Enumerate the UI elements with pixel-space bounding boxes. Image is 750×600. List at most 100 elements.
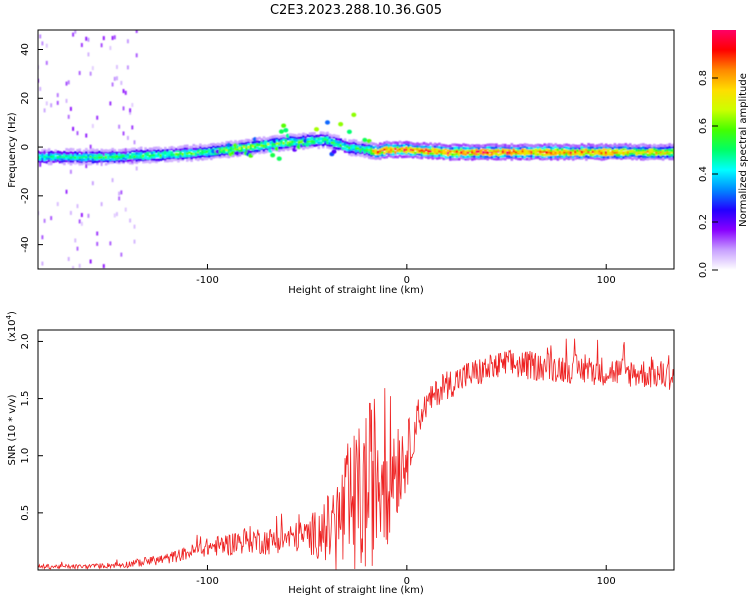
spectrogram-cell	[565, 152, 568, 156]
spectrogram-cell	[310, 136, 314, 140]
spectrogram-cell	[569, 156, 573, 160]
spectrogram-cell	[78, 153, 82, 157]
spectrogram-cell	[69, 210, 72, 215]
spectrogram-cell	[78, 263, 81, 268]
spectrogram-cell	[205, 150, 209, 154]
spectrogram-cell	[495, 148, 498, 151]
spectrogram-cell	[512, 156, 516, 159]
spectrogram-cell	[214, 152, 218, 155]
spectrogram-cell	[133, 140, 136, 145]
spectrogram-cell	[372, 152, 375, 156]
spectrogram-cell	[585, 144, 588, 148]
spectrogram-cell	[264, 147, 268, 150]
spectrogram-cell	[359, 154, 362, 157]
spectrogram-cell	[626, 144, 630, 148]
spectrogram-cell	[644, 152, 647, 155]
spectrogram-cell	[602, 150, 606, 154]
spectrogram-cell	[150, 157, 154, 161]
spectrogram-cell	[580, 153, 584, 157]
spectrogram-cell	[218, 153, 222, 157]
spectrogram-cell	[659, 150, 663, 154]
spectrogram-cell	[234, 147, 237, 151]
spectrogram-cell	[664, 149, 667, 153]
spectrogram-cell	[365, 142, 369, 145]
spectrogram-cell	[225, 150, 229, 154]
spectrogram-cell	[405, 151, 408, 154]
spectrogram-cell	[286, 141, 290, 145]
spectrogram-cell	[633, 150, 636, 154]
spectrogram-cell	[569, 153, 573, 157]
spectrogram-cell	[411, 155, 415, 159]
spectrogram-cell	[642, 155, 645, 159]
spectrogram-cell	[76, 131, 79, 136]
spectrogram-cell	[96, 241, 99, 246]
spectrogram-cell	[490, 146, 494, 150]
spectrogram-cell	[648, 145, 652, 149]
spectrogram-cell	[462, 149, 465, 152]
spectrogram-cell	[429, 152, 432, 155]
spectrogram-cell	[282, 148, 286, 152]
spectrogram-cell	[574, 150, 577, 154]
spectrogram-cell	[98, 153, 101, 157]
spectrogram-cell	[646, 149, 650, 153]
spectrogram-cell	[637, 144, 641, 147]
spectrogram-cell	[644, 146, 647, 150]
spectrogram-cell	[166, 156, 169, 160]
spectrogram-cell	[422, 141, 426, 145]
spectrogram-cell	[359, 141, 362, 145]
spectrogram-cell	[137, 147, 141, 151]
spectrogram-cell	[236, 141, 239, 144]
spectrogram-cell	[203, 149, 207, 153]
spectrogram-cell	[427, 156, 430, 160]
spectrogram-cell	[262, 144, 266, 148]
spectrogram-cell	[549, 157, 553, 161]
spectrogram-cell	[613, 149, 617, 153]
spectrogram-cell	[350, 144, 354, 148]
spectrogram-cell	[464, 143, 468, 147]
spectrogram-cell	[361, 143, 364, 147]
spectrogram-cell	[225, 141, 229, 144]
spectrogram-cell	[142, 154, 145, 158]
spectrogram-cell	[190, 159, 193, 162]
spectrogram-cell	[96, 160, 99, 164]
spectrogram-cell	[464, 152, 468, 156]
spectrogram-cell	[530, 148, 533, 152]
spectrogram-cell	[227, 141, 231, 145]
spectrogram-cell	[201, 157, 204, 161]
spectrogram-cell	[563, 155, 566, 159]
spectrogram-cell	[392, 144, 395, 148]
spectrogram-cell	[367, 150, 371, 154]
spectrogram-cell	[56, 93, 59, 98]
spectrogram-cell	[251, 147, 255, 151]
spectrogram-cell	[85, 161, 88, 165]
spectrogram-cell	[271, 138, 275, 141]
spectrogram-cell	[87, 157, 90, 161]
spectrogram-cell	[457, 153, 461, 157]
spectrogram-cell	[109, 101, 112, 106]
spectrogram-cell	[554, 154, 557, 158]
spectrogram-cell	[280, 141, 283, 145]
spectrogram-cell	[571, 146, 575, 149]
spectrogram-cell	[405, 140, 408, 144]
spectrogram-cell	[398, 144, 402, 148]
spectrogram-cell	[427, 145, 430, 149]
spectrogram-cell	[192, 143, 196, 147]
spectrogram-cell	[650, 152, 654, 156]
spectrogram-cell	[495, 143, 498, 147]
spectrogram-cell	[626, 148, 630, 152]
spectrogram-cell	[609, 153, 612, 157]
spectrogram-cell	[249, 139, 253, 143]
spectrogram-cell	[317, 143, 321, 146]
spectrogram-cell	[278, 146, 281, 150]
spectrogram-cell	[477, 144, 481, 148]
spectrogram-cell	[214, 143, 218, 147]
spectrogram-cell	[446, 149, 450, 153]
spectrogram-cell	[210, 157, 213, 161]
spectrogram-cell	[96, 156, 99, 160]
spectrogram-cell	[69, 151, 73, 154]
spectrogram-cell	[174, 152, 178, 156]
spectrogram-cell	[260, 146, 264, 150]
spectrogram-cell	[262, 136, 266, 140]
spectrogram-cell	[635, 152, 639, 156]
